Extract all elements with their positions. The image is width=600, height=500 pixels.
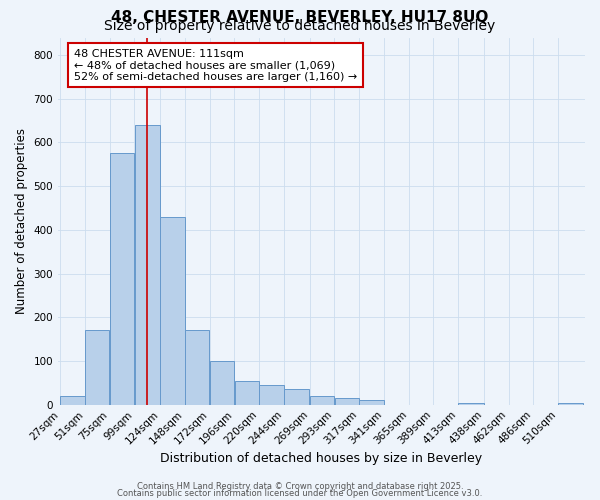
Text: 48 CHESTER AVENUE: 111sqm
← 48% of detached houses are smaller (1,069)
52% of se: 48 CHESTER AVENUE: 111sqm ← 48% of detac… [74, 48, 357, 82]
Bar [185, 330, 209, 404]
Y-axis label: Number of detached properties: Number of detached properties [15, 128, 28, 314]
Bar [160, 216, 185, 404]
Text: 48, CHESTER AVENUE, BEVERLEY, HU17 8UQ: 48, CHESTER AVENUE, BEVERLEY, HU17 8UQ [112, 10, 488, 25]
Bar [235, 380, 259, 404]
X-axis label: Distribution of detached houses by size in Beverley: Distribution of detached houses by size … [160, 452, 482, 465]
Bar [335, 398, 359, 404]
Bar [134, 125, 160, 404]
Bar [210, 361, 234, 405]
Bar [310, 396, 334, 404]
Text: Size of property relative to detached houses in Beverley: Size of property relative to detached ho… [104, 19, 496, 33]
Bar [359, 400, 383, 404]
Text: Contains HM Land Registry data © Crown copyright and database right 2025.: Contains HM Land Registry data © Crown c… [137, 482, 463, 491]
Bar [559, 402, 583, 404]
Bar [259, 385, 284, 404]
Bar [284, 390, 310, 404]
Bar [85, 330, 109, 404]
Text: Contains public sector information licensed under the Open Government Licence v3: Contains public sector information licen… [118, 488, 482, 498]
Bar [458, 402, 484, 404]
Bar [61, 396, 85, 404]
Bar [110, 154, 134, 404]
